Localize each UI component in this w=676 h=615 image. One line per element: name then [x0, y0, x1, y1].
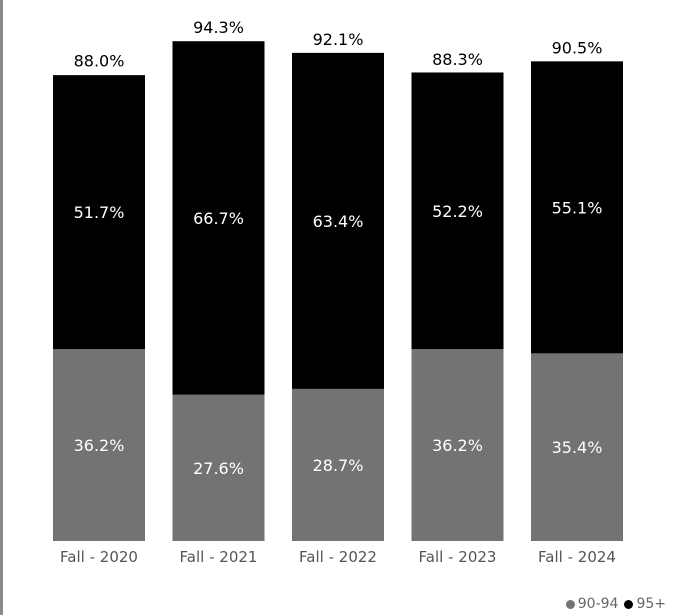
segment-label-95-fall-2023: 52.2%: [432, 202, 483, 221]
total-label-fall-2020: 88.0%: [74, 52, 125, 71]
bar-90-94-fall-2024[interactable]: [531, 353, 623, 541]
bar-90-94-fall-2020[interactable]: [53, 349, 145, 541]
x-tick-label-fall-2024: Fall - 2024: [538, 548, 616, 566]
bar-95-fall-2022[interactable]: [292, 52, 384, 389]
x-tick-label-fall-2021: Fall - 2021: [180, 548, 258, 566]
bar-90-94-fall-2021[interactable]: [172, 394, 265, 541]
total-label-fall-2021: 94.3%: [193, 18, 244, 37]
bar-95-fall-2023[interactable]: [411, 72, 504, 350]
bar-95-fall-2020[interactable]: [53, 75, 145, 350]
total-label-fall-2022: 92.1%: [313, 30, 364, 49]
bar-90-94-fall-2022[interactable]: [292, 388, 384, 541]
bar-95-fall-2021[interactable]: [172, 41, 265, 395]
legend-dot-90-94-icon: [565, 599, 575, 609]
bars-group: [53, 41, 623, 541]
legend-item-95-plus[interactable]: 95+: [624, 596, 666, 612]
legend-dot-95-plus-icon: [624, 599, 634, 609]
segment-label-95-fall-2021: 66.7%: [193, 209, 244, 228]
segment-label-95-fall-2022: 63.4%: [313, 212, 364, 231]
segment-label-95-fall-2024: 55.1%: [552, 198, 603, 217]
legend-label-95-plus: 95+: [636, 596, 666, 612]
x-tick-label-fall-2023: Fall - 2023: [419, 548, 497, 566]
legend: 90-94 95+: [565, 596, 666, 612]
labels-group: 36.2% 51.7% 88.0% 27.6% 66.7% 94.3% 28.7% 63.4%…: [74, 18, 603, 478]
bar-95-fall-2024[interactable]: [531, 61, 623, 354]
bar-90-94-fall-2023[interactable]: [411, 349, 504, 541]
legend-item-90-94[interactable]: 90-94: [565, 596, 619, 612]
segment-label-90-94-fall-2022: 28.7%: [313, 456, 364, 475]
segment-label-90-94-fall-2020: 36.2%: [74, 436, 125, 455]
legend-label-90-94: 90-94: [577, 596, 619, 612]
x-axis-ticks: Fall - 2020 Fall - 2021 Fall - 2022 Fall - …: [60, 548, 616, 566]
total-label-fall-2024: 90.5%: [552, 38, 603, 57]
x-tick-label-fall-2020: Fall - 2020: [60, 548, 138, 566]
total-label-fall-2023: 88.3%: [432, 50, 483, 69]
segment-label-90-94-fall-2023: 36.2%: [432, 436, 483, 455]
segment-label-90-94-fall-2024: 35.4%: [552, 438, 603, 457]
x-tick-label-fall-2022: Fall - 2022: [299, 548, 377, 566]
left-edge-divider: [0, 0, 3, 615]
segment-label-90-94-fall-2021: 27.6%: [193, 459, 244, 478]
segment-label-95-fall-2020: 51.7%: [74, 203, 125, 222]
